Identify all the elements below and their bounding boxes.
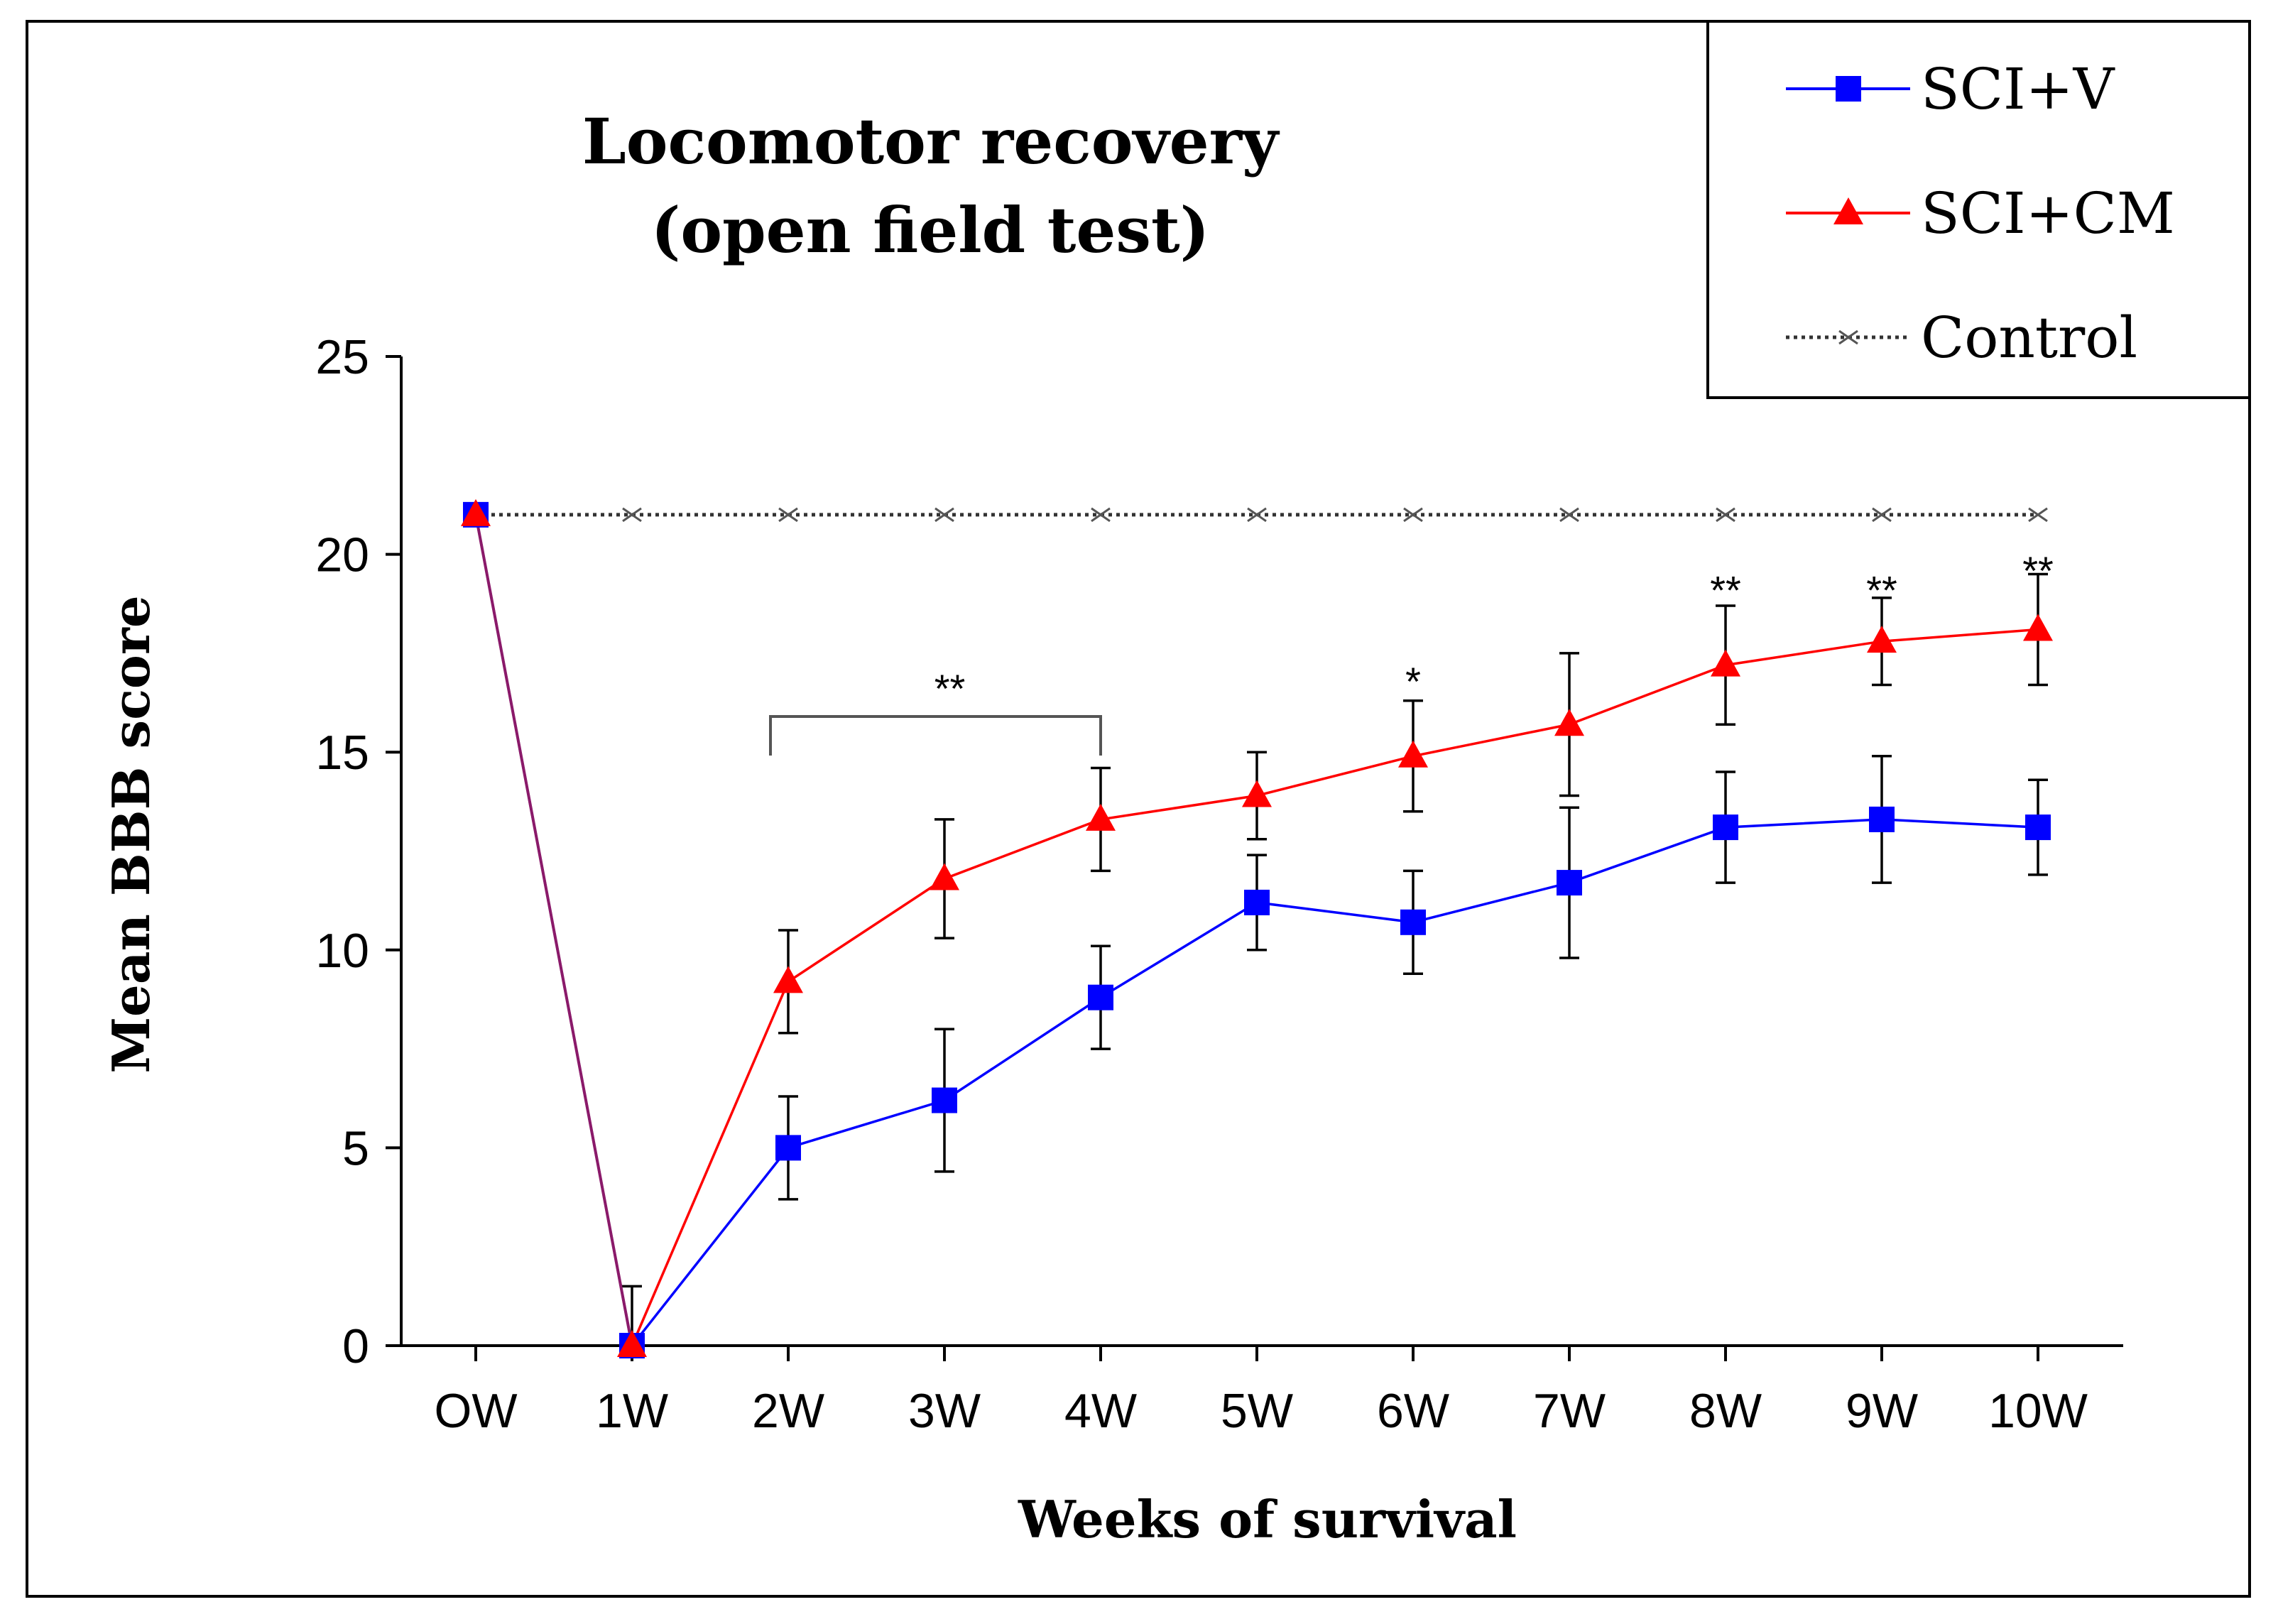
data-point-Control: [622, 507, 642, 523]
data-point-Control: [1247, 507, 1267, 523]
data-point-SCI+CM: [461, 498, 491, 526]
data-point-SCI+CM: [1867, 626, 1897, 653]
data-point-SCI+CM: [1398, 740, 1428, 768]
data-point-SCI+V: [775, 1135, 801, 1161]
legend-box: [1706, 20, 2251, 399]
data-point-SCI+V: [1869, 806, 1895, 832]
data-point-SCI+V: [1244, 889, 1270, 915]
data-point-SCI+V: [1088, 984, 1113, 1010]
x-tick-label: 2W: [752, 1384, 824, 1438]
data-point-SCI+V: [2025, 814, 2051, 841]
data-point-Control: [2028, 507, 2048, 523]
y-tick-label: 10: [315, 924, 369, 978]
data-point-Control: [1403, 507, 1423, 523]
data-point-Control: [1559, 507, 1579, 523]
data-point-SCI+V: [932, 1087, 957, 1113]
x-tick-label: 6W: [1377, 1384, 1449, 1438]
y-tick-label: 20: [315, 528, 369, 582]
significance-bracket: [769, 715, 1102, 756]
data-point-SCI+CM: [1554, 709, 1584, 736]
data-point-SCI+CM: [930, 863, 959, 890]
legend-label-Control: Control: [1921, 305, 2137, 371]
data-point-SCI+CM: [1086, 803, 1116, 831]
x-tick-label: 10W: [1988, 1384, 2088, 1438]
legend: SCI+V SCI+CM Control: [1706, 20, 2251, 399]
legend-label-SCI+CM: SCI+CM: [1921, 180, 2175, 246]
significance-label: **: [1710, 568, 1741, 613]
legend-label-SCI+V: SCI+V: [1921, 56, 2115, 122]
data-point-Control: [1091, 507, 1111, 523]
data-point-SCI+V: [1836, 76, 1861, 102]
x-tick-label: 4W: [1064, 1384, 1137, 1438]
x-tick-label: 5W: [1221, 1384, 1293, 1438]
x-tick-label: OW: [434, 1384, 517, 1438]
x-tick-label: 9W: [1846, 1384, 1918, 1438]
y-tick-label: 5: [342, 1121, 369, 1175]
data-point-SCI+CM: [1242, 780, 1272, 807]
y-tick-label: 25: [315, 330, 369, 384]
y-tick-label: 15: [315, 726, 369, 780]
x-tick-label: 8W: [1689, 1384, 1762, 1438]
data-point-SCI+CM: [1833, 197, 1863, 224]
data-point-Control: [1838, 329, 1858, 345]
significance-label: **: [1866, 568, 1897, 613]
data-point-SCI+V: [1400, 909, 1426, 935]
data-point-SCI+V: [1713, 814, 1738, 841]
x-tick-label: 1W: [596, 1384, 668, 1438]
chart-title-line-2: (open field test): [651, 193, 1210, 267]
y-tick-label: 0: [342, 1319, 369, 1373]
y-axis-title: Mean BBB score: [101, 595, 161, 1073]
data-point-SCI+CM: [773, 966, 803, 993]
figure-border: [26, 20, 2251, 1598]
significance-label: **: [934, 666, 966, 711]
data-point-Control: [1872, 507, 1892, 523]
significance-annotations: ** *** ** **: [769, 548, 2054, 756]
overlap-segment: [474, 514, 633, 1346]
significance-label: *: [1405, 659, 1421, 704]
data-point-SCI+CM: [2023, 614, 2053, 641]
axes: 0 5 10 15 20 25 OW 1W 2W 3W 4W 5W 6W 7W 8W 9W 10W: [315, 330, 2123, 1438]
significance-label: **: [2022, 548, 2054, 593]
data-point-Control: [934, 507, 954, 523]
error-bars: [622, 572, 2048, 1347]
series-markers: [461, 498, 2053, 1358]
control-series: [466, 507, 2048, 523]
data-point-SCI+CM: [617, 1330, 647, 1357]
chart-title-line-1: Locomotor recovery: [582, 104, 1280, 178]
data-point-SCI+V: [1557, 870, 1582, 896]
data-point-Control: [778, 507, 798, 523]
data-point-Control: [1716, 507, 1735, 523]
x-tick-label: 7W: [1533, 1384, 1606, 1438]
data-point-SCI+CM: [1711, 649, 1740, 677]
x-axis-title: Weeks of survival: [1018, 1489, 1517, 1549]
x-tick-label: 3W: [908, 1384, 981, 1438]
